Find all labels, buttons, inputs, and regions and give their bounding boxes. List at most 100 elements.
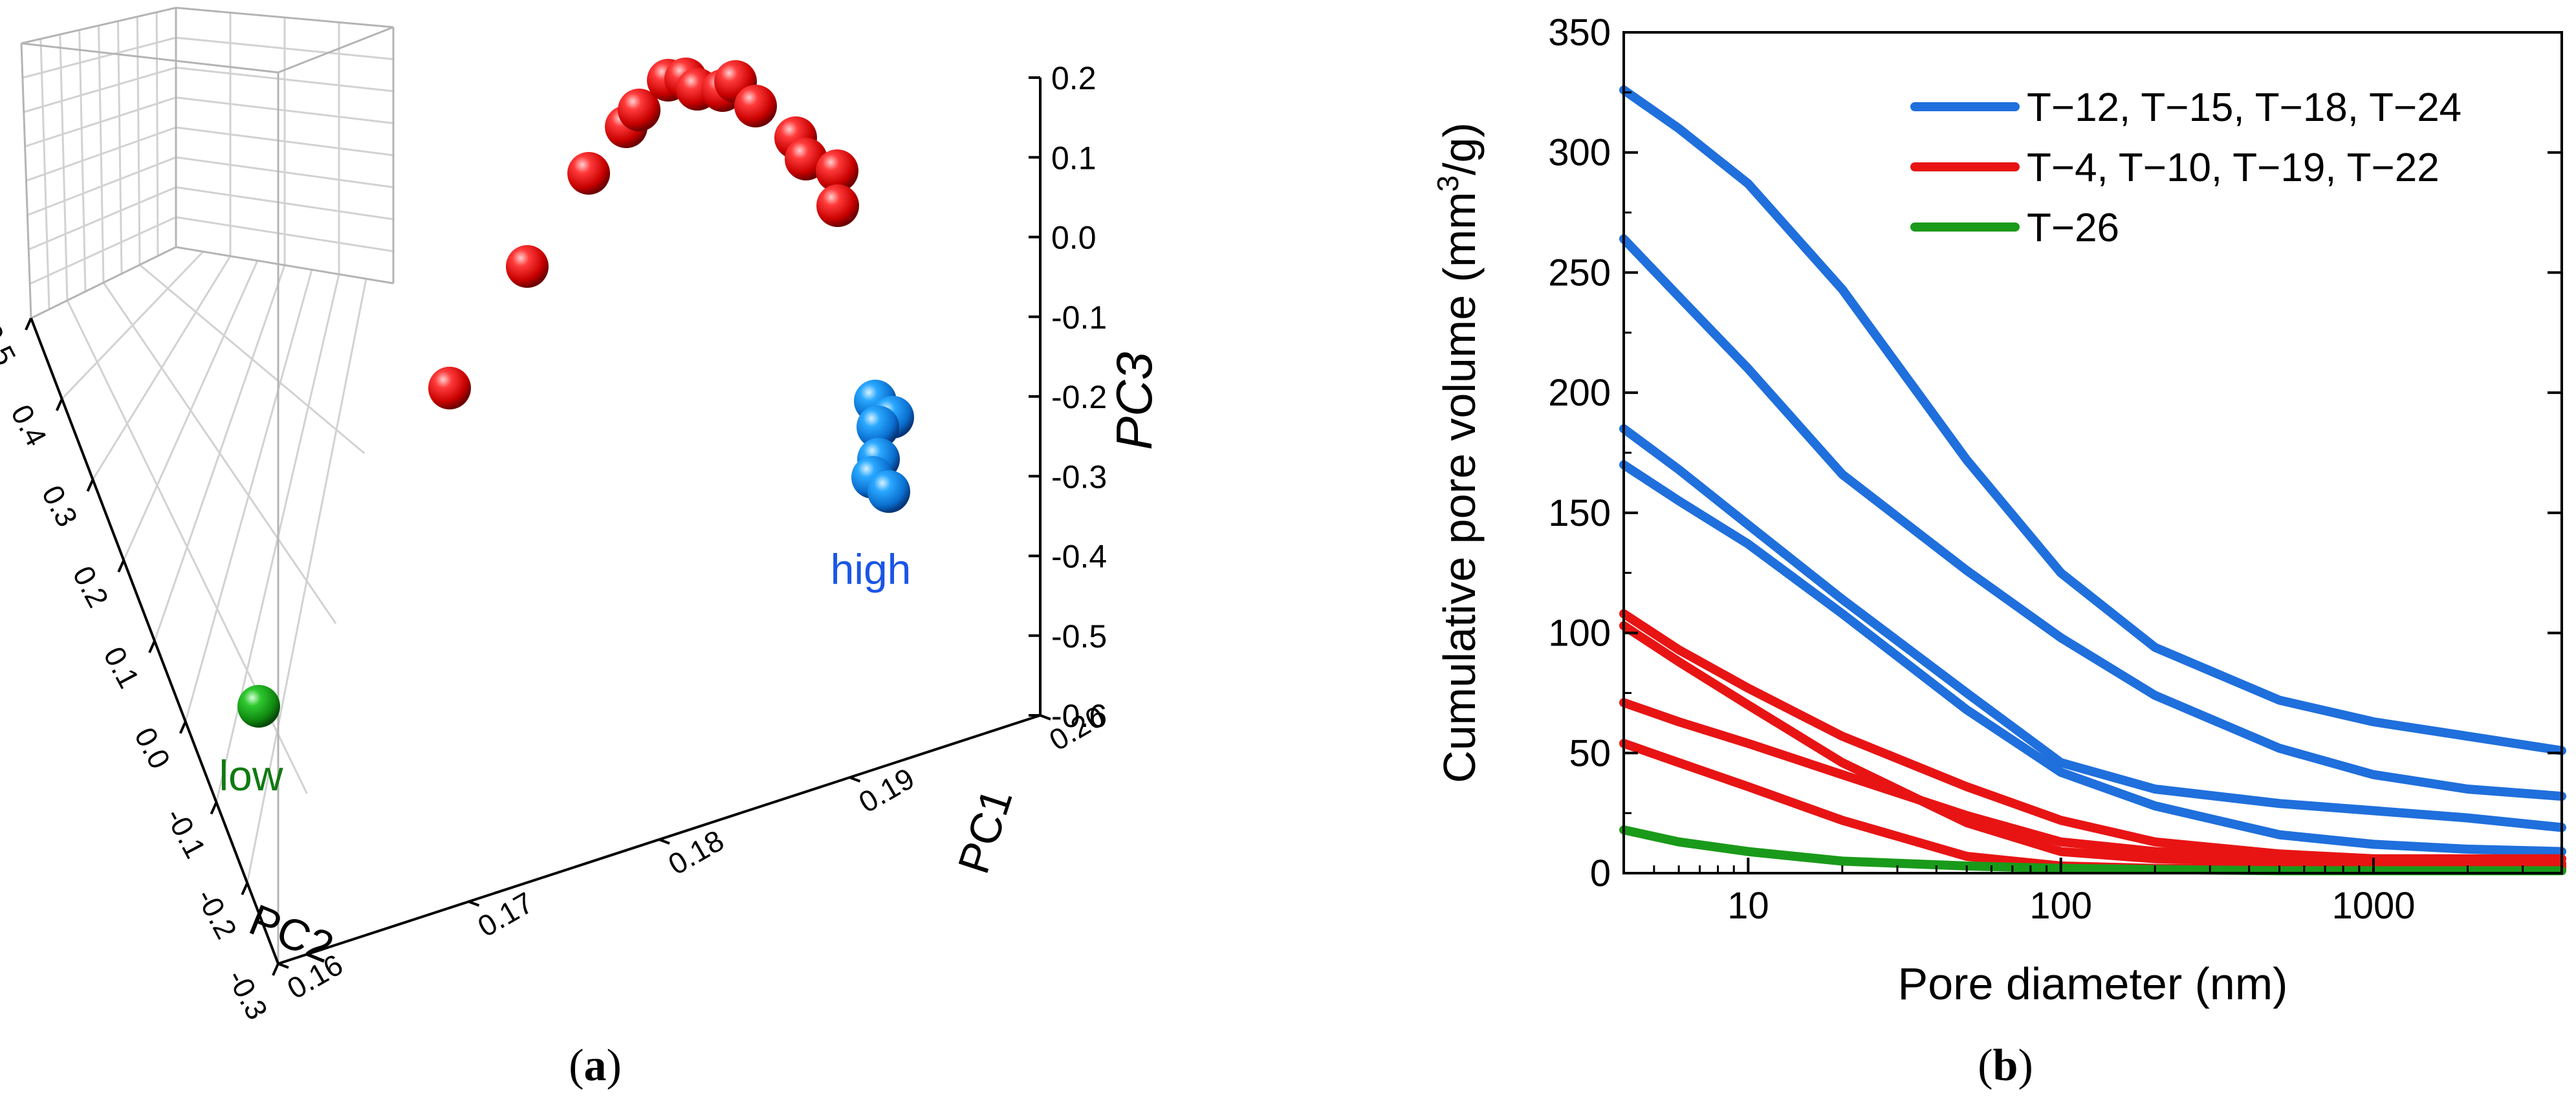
box-edge bbox=[30, 246, 177, 320]
wall-grid-line bbox=[29, 216, 177, 285]
x-tick-label: 1000 bbox=[2331, 885, 2415, 927]
y-axis: 0 50 100 150 200 250 300 350 bbox=[1548, 12, 2562, 895]
pc2-tick-label: -0.2 bbox=[190, 884, 243, 944]
pc2-tick-label: 0.5 bbox=[0, 318, 23, 371]
pc2-tick-label: -0.3 bbox=[221, 964, 274, 1025]
floor-grid-line bbox=[139, 264, 366, 455]
series-0-curve-0 bbox=[1619, 85, 2566, 755]
wall-grid-line bbox=[28, 186, 177, 251]
pc3-tick-label: -0.5 bbox=[1051, 618, 1107, 655]
y-tick-label: 200 bbox=[1548, 372, 1611, 414]
series-1-curve-2 bbox=[1619, 698, 2566, 863]
blue-sphere bbox=[857, 406, 899, 448]
y-tick-label: 150 bbox=[1548, 492, 1611, 534]
x-tick-label: 10 bbox=[1727, 885, 1769, 927]
box-edge bbox=[175, 6, 394, 28]
pc2-tick-label: -0.1 bbox=[159, 803, 213, 863]
y-axis-label: PC2 bbox=[243, 895, 340, 973]
annotation-low: low bbox=[219, 752, 283, 799]
x-axis-label: Pore diameter (nm) bbox=[1898, 959, 2288, 1009]
x-axis: 10 100 1000 bbox=[1622, 858, 2563, 927]
floor-grid-line bbox=[102, 282, 337, 624]
wall-grid-line bbox=[25, 126, 177, 182]
pc2-tick bbox=[272, 963, 279, 976]
panel-a-3d-scatter: 0.2 0.1 0.0 -0.1 -0.2 -0.3 -0.4 -0.5 -0.6 0.5 0.4 0… bbox=[0, 6, 1162, 1090]
box-edge bbox=[21, 6, 177, 45]
red-sphere bbox=[816, 149, 858, 192]
pc1-tick-label: 0.17 bbox=[472, 885, 540, 944]
pc2-tick bbox=[179, 721, 187, 734]
caption-b: (b) bbox=[1978, 1041, 2033, 1090]
pc1-tick-label: 0.19 bbox=[853, 761, 921, 819]
pc1-tick bbox=[1040, 714, 1051, 721]
series-0-curve-3 bbox=[1619, 460, 2566, 856]
legend-label-1: T−4, T−10, T−19, T−22 bbox=[2027, 146, 2440, 190]
wall-grid-line bbox=[25, 96, 177, 147]
legend-label-2: T−26 bbox=[2027, 206, 2119, 250]
pc3-tick-label: -0.6 bbox=[1051, 698, 1107, 734]
panel-a-box-frame bbox=[20, 6, 395, 964]
box-edge bbox=[278, 26, 394, 74]
wall-grid-line bbox=[175, 96, 394, 124]
pc2-tick-label: 0.4 bbox=[5, 399, 54, 451]
series-1 bbox=[1619, 609, 2566, 873]
pc2-tick bbox=[86, 479, 94, 492]
pc3-tick-label: 0.0 bbox=[1051, 220, 1097, 256]
wall-grid-line bbox=[175, 126, 394, 157]
legend: T−12, T−15, T−18, T−24 T−4, T−10, T−19, T… bbox=[1910, 85, 2461, 250]
series-0-curve-2 bbox=[1619, 424, 2566, 832]
wall-grid-line bbox=[175, 36, 394, 60]
pc1-tick bbox=[849, 776, 861, 783]
wall-grid-line bbox=[27, 156, 177, 217]
panel-a-grid bbox=[22, 12, 394, 884]
y-tick-label: 0 bbox=[1590, 852, 1611, 895]
pc2-tick-label: 0.1 bbox=[97, 641, 146, 693]
caption-a: (a) bbox=[569, 1041, 622, 1090]
wall-grid-line bbox=[175, 216, 394, 252]
pc1-tick bbox=[659, 838, 670, 845]
panel-a-axes bbox=[25, 76, 1051, 976]
wall-grid-line bbox=[22, 36, 177, 79]
z-axis-label: PC3 bbox=[1106, 352, 1162, 450]
wall-grid-line bbox=[175, 186, 394, 221]
pc1-tick bbox=[468, 900, 480, 907]
red-sphere bbox=[734, 85, 777, 127]
panel-b-line-chart: 0 50 100 150 200 250 300 350 10 100 1000 T−12, T−… bbox=[1431, 12, 2566, 1090]
x-axis-label: PC1 bbox=[949, 783, 1022, 879]
y-tick-label: 100 bbox=[1548, 613, 1611, 655]
red-sphere bbox=[816, 184, 859, 227]
y-tick-label: 300 bbox=[1548, 132, 1611, 174]
legend-label-0: T−12, T−15, T−18, T−24 bbox=[2027, 85, 2461, 130]
wall-grid-line bbox=[175, 156, 394, 188]
series-1-curve-0 bbox=[1619, 609, 2566, 869]
y-tick-label: 50 bbox=[1569, 732, 1611, 774]
series-0 bbox=[1619, 85, 2566, 856]
pc2-tick-label: 0.0 bbox=[128, 722, 177, 774]
box-edge bbox=[20, 43, 32, 319]
box-edge bbox=[21, 42, 279, 74]
wall-grid-line bbox=[23, 67, 177, 113]
x-tick-label: 100 bbox=[2029, 885, 2092, 927]
pc2-tick bbox=[117, 559, 126, 573]
pc2-tick bbox=[25, 318, 32, 331]
y-tick-label: 350 bbox=[1548, 12, 1611, 54]
pc2-tick bbox=[148, 640, 156, 653]
pc3-tick-label: 0.2 bbox=[1051, 60, 1097, 96]
series-1-curve-1 bbox=[1619, 621, 2566, 871]
green-sphere bbox=[237, 685, 280, 728]
red-sphere bbox=[618, 89, 660, 131]
pc3-tick-label: -0.3 bbox=[1051, 459, 1107, 495]
panel-a-tick-labels: 0.2 0.1 0.0 -0.1 -0.2 -0.3 -0.4 -0.5 -0.6 0.5 0.4 0… bbox=[0, 60, 1111, 1025]
pc2-tick-label: 0.2 bbox=[66, 561, 115, 613]
pc1-tick-label: 0.18 bbox=[662, 823, 730, 882]
pc2-tick bbox=[55, 398, 63, 411]
annotation-high: high bbox=[831, 545, 911, 593]
box-edge bbox=[175, 246, 394, 285]
pc2-tick bbox=[210, 801, 218, 815]
blue-sphere bbox=[868, 470, 910, 513]
panel-a-points bbox=[237, 58, 914, 728]
pc3-tick-label: -0.2 bbox=[1051, 379, 1107, 415]
red-sphere bbox=[567, 152, 610, 195]
pc3-tick-label: 0.1 bbox=[1051, 140, 1097, 176]
y-tick-label: 250 bbox=[1548, 252, 1611, 294]
